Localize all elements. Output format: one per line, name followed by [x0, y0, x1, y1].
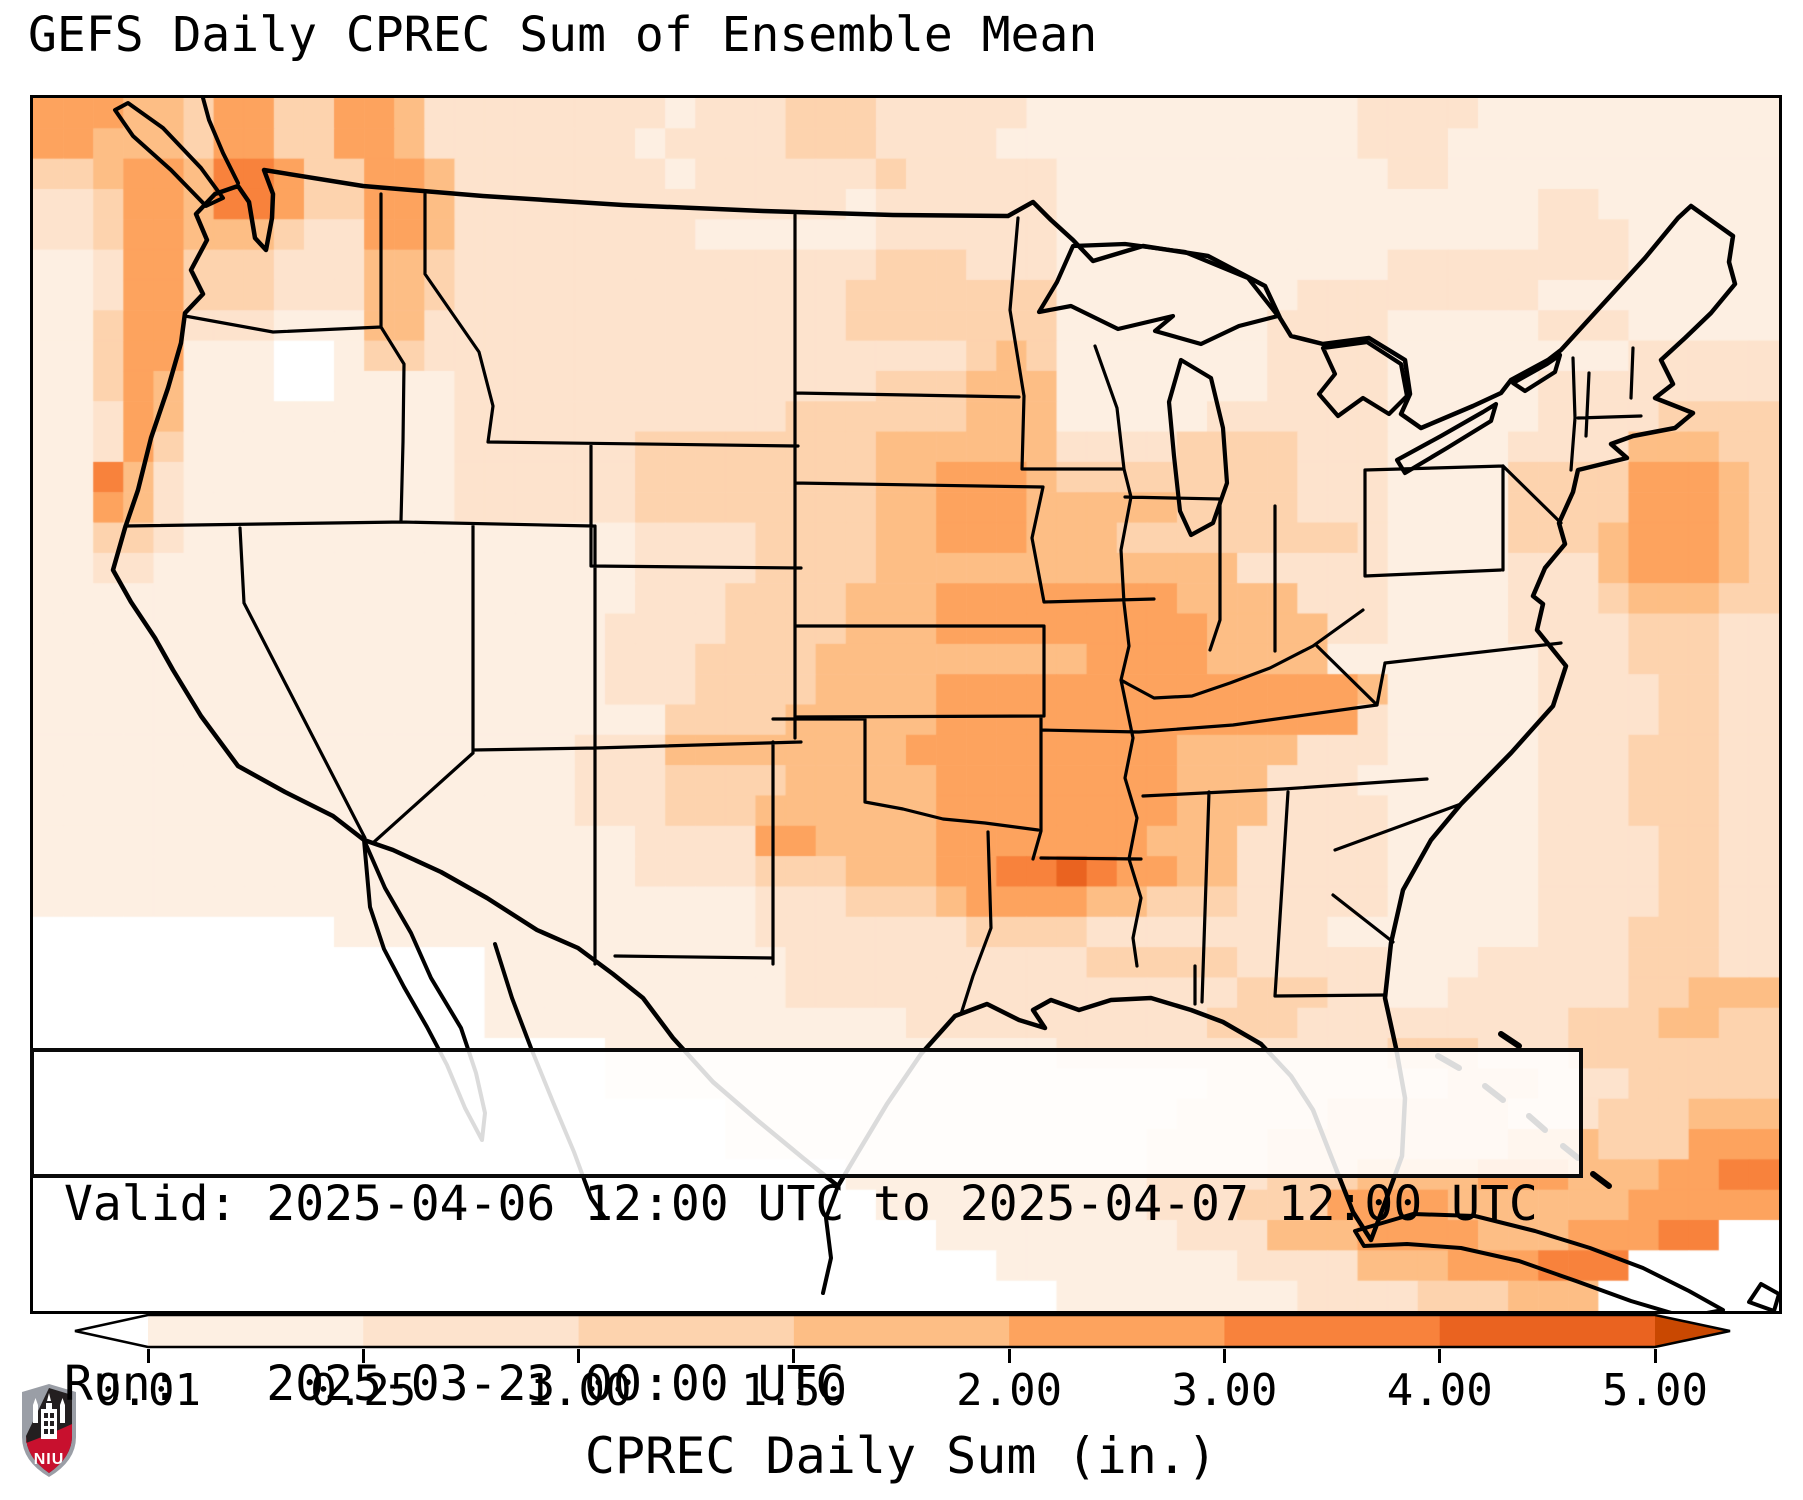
colorbar-outline — [74, 1313, 1731, 1349]
valid-run-info-box: Valid: 2025-04-06 12:00 UTC to 2025-04-0… — [30, 1048, 1583, 1412]
colorbar-axis-label: CPREC Daily Sum (in.) — [584, 1427, 1218, 1485]
state-borders — [123, 192, 1643, 1016]
colorbar-segment — [1439, 1315, 1656, 1347]
colorbar — [74, 1313, 1731, 1349]
great-lakes — [1036, 241, 1563, 538]
colorbar-under-arrow — [75, 1315, 148, 1347]
colorbar-segment — [148, 1315, 364, 1347]
logo-niu-text: NIU — [34, 1451, 65, 1468]
colorbar-tick-label: 5.00 — [1602, 1365, 1708, 1416]
colorbar-tick-mark — [1438, 1349, 1442, 1363]
colorbar-tick-label: 0.01 — [95, 1365, 201, 1416]
colorbar-tick-label: 2.00 — [956, 1365, 1063, 1416]
run-time-line: Run: 2025-03-23 00:00 UTC — [64, 1356, 845, 1412]
colorbar-tick-mark — [792, 1349, 796, 1363]
colorbar-tick-label: 3.00 — [1171, 1365, 1278, 1416]
colorbar-tick-label: 1.50 — [740, 1365, 847, 1416]
colorbar-segment — [1009, 1315, 1226, 1347]
colorbar-tick-label: 1.00 — [525, 1365, 632, 1416]
colorbar-segment — [363, 1315, 580, 1347]
plot-title: GEFS Daily CPREC Sum of Ensemble Mean — [28, 7, 1098, 63]
colorbar-tick-label: 4.00 — [1386, 1365, 1493, 1416]
castle-windows — [44, 1413, 54, 1434]
colorbar-tick-mark — [1007, 1349, 1011, 1363]
colorbar-segment — [793, 1315, 1010, 1347]
valid-time-line: Valid: 2025-04-06 12:00 UTC to 2025-04-0… — [64, 1176, 1538, 1232]
colorbar-tick-label: 0.25 — [310, 1365, 417, 1416]
colorbar-tick-mark — [146, 1349, 150, 1363]
colorbar-tick-mark — [1653, 1349, 1657, 1363]
colorbar-over-arrow — [1655, 1315, 1730, 1347]
colorbar-tick-mark — [577, 1349, 581, 1363]
colorbar-segment — [578, 1315, 795, 1347]
niu-logo: NIU — [22, 1384, 76, 1477]
colorbar-tick-mark — [1222, 1349, 1226, 1363]
colorbar-segment — [1224, 1315, 1441, 1347]
logo-shield-red — [26, 1424, 72, 1473]
colorbar-tick-mark — [361, 1349, 365, 1363]
